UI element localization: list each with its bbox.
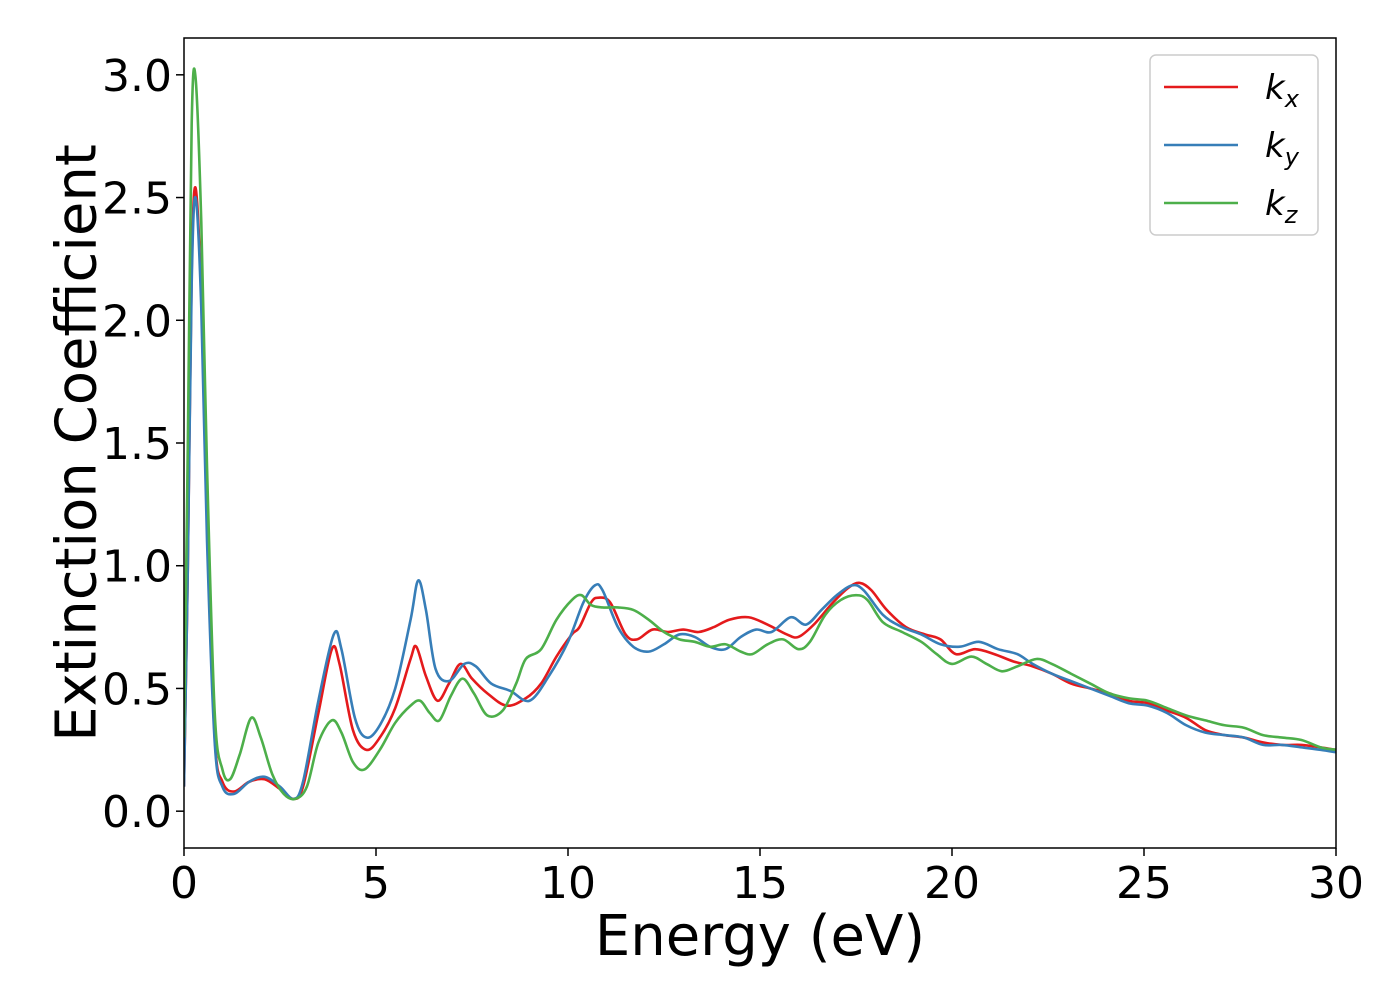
- y-tick-label: 2.5: [102, 174, 172, 225]
- y-tick-label: 1.0: [102, 542, 172, 593]
- x-tick-label: 10: [540, 858, 596, 909]
- legend-label-z: kz: [1265, 184, 1299, 229]
- y-tick-label: 3.0: [102, 51, 172, 102]
- x-tick-label: 25: [1116, 858, 1172, 909]
- x-tick-label: 20: [924, 858, 980, 909]
- x-tick-label: 0: [170, 858, 198, 909]
- legend-label-x: kx: [1265, 68, 1300, 113]
- legend: kx ky kz: [1149, 54, 1319, 236]
- ticks-layer: 0 5 10 15 20 25 30 0.0 0.5 1.0 1.5 2.0 2.5 3.0: [102, 51, 1364, 909]
- y-tick-label: 1.5: [102, 419, 172, 470]
- legend-label-y: ky: [1265, 126, 1300, 171]
- series-line-y: [184, 196, 1336, 801]
- y-tick-label: 0.5: [102, 664, 172, 715]
- y-tick-label: 0.0: [102, 787, 172, 838]
- x-tick-label: 30: [1308, 858, 1364, 909]
- y-tick-label: 2.0: [102, 296, 172, 347]
- x-tick-label: 5: [362, 858, 390, 909]
- series-line-x: [184, 186, 1336, 801]
- x-axis-label: Energy (eV): [595, 904, 925, 969]
- x-tick-label: 15: [732, 858, 788, 909]
- y-axis-label: Extinction Coefficient: [45, 144, 110, 742]
- series-line-z: [184, 67, 1336, 801]
- series-layer: [184, 67, 1336, 801]
